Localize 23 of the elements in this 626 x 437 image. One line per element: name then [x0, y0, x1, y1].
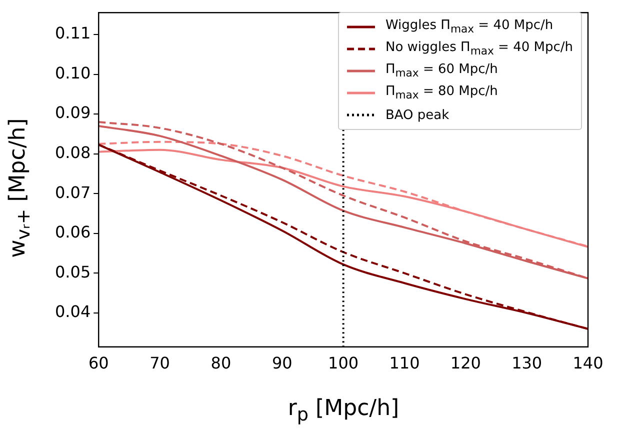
legend-label: Π$_{max}$ = 60 Mpc/h	[385, 62, 498, 80]
y-tick-label: 0.05	[55, 262, 91, 282]
y-tick-label: 0.10	[55, 63, 91, 82]
x-tick-label: 120	[450, 354, 481, 373]
y-tick-label: 0.04	[55, 302, 91, 322]
y-tick-label: 0.07	[55, 182, 91, 202]
y-tick-label: 0.09	[55, 103, 91, 122]
y-tick-label: 0.06	[55, 222, 91, 242]
y-tick-label: 0.11	[55, 24, 91, 43]
x-tick-label: 70	[150, 354, 170, 373]
x-tick-label: 90	[272, 354, 292, 373]
x-tick-label: 100	[328, 354, 359, 373]
legend-label: Π$_{max}$ = 80 Mpc/h	[385, 84, 498, 102]
legend-label: Wiggles Π$_{max}$ = 40 Mpc/h	[385, 18, 554, 36]
x-axis-title: r$_{p}$ [Mpc/h]	[286, 396, 400, 426]
x-tick-label: 110	[389, 354, 420, 373]
x-tick-label: 130	[512, 354, 542, 373]
y-tick-label: 0.08	[55, 142, 91, 162]
ref-line-label: BAO peak	[385, 108, 450, 122]
legend-label: No wiggles Π$_{max}$ = 40 Mpc/h	[385, 40, 573, 58]
x-tick-label: 60	[88, 354, 109, 373]
x-tick-label: 140	[572, 354, 604, 373]
x-tick-label: 80	[210, 354, 232, 373]
